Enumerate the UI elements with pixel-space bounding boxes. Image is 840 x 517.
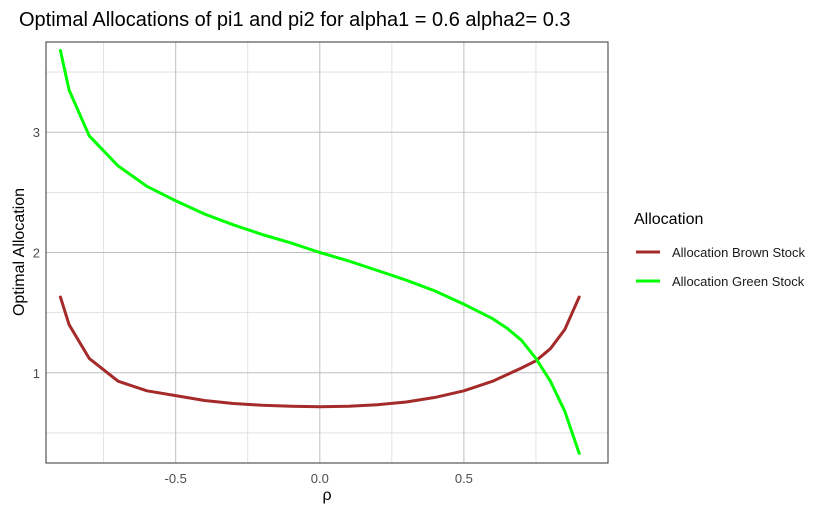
series-line-allocation-green-stock (58, 48, 581, 455)
plot-area (45, 41, 609, 464)
chart-title: Optimal Allocations of pi1 and pi2 for a… (19, 9, 571, 31)
y-tick-label: 1 (33, 366, 40, 381)
legend-label-allocation-brown-stock: Allocation Brown Stock (672, 245, 805, 260)
y-tick-label: 3 (33, 125, 40, 140)
legend: Allocation Allocation Brown StockAllocat… (634, 211, 805, 289)
y-tick-label: 2 (33, 246, 40, 261)
y-axis-ticks: 1 2 3 (33, 125, 40, 381)
legend-items: Allocation Brown Stock Allocation Green S… (636, 245, 805, 289)
x-tick-label: 0.5 (455, 471, 473, 486)
x-axis-ticks: -0.5 0.0 0.5 (164, 471, 472, 486)
legend-label-allocation-green-stock: Allocation Green Stock (672, 274, 805, 289)
series-line-allocation-brown-stock (58, 295, 581, 409)
x-axis-title: ρ (322, 487, 331, 504)
plot-border (45, 41, 609, 464)
series-layer (58, 48, 581, 455)
legend-title: Allocation (634, 211, 703, 228)
x-tick-label: -0.5 (164, 471, 186, 486)
y-axis-title: Optimal Allocation (11, 188, 28, 316)
x-tick-label: 0.0 (311, 471, 329, 486)
